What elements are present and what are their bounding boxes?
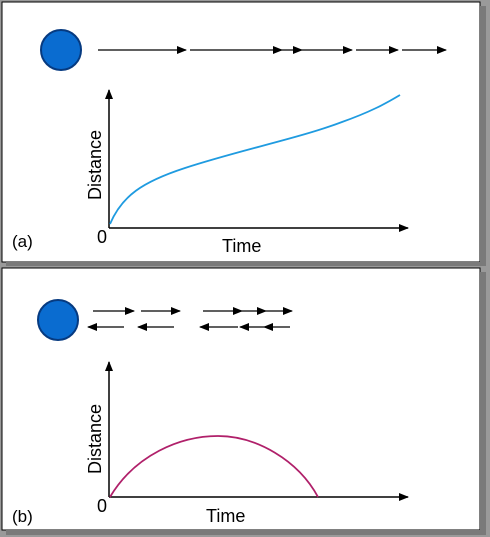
y-axis-label-b: Distance <box>85 404 105 474</box>
panel-a-background <box>1 1 481 263</box>
panel-label-b: (b) <box>12 507 33 526</box>
panel-b: Distance Time 0 (b) <box>1 267 486 535</box>
origin-label-a: 0 <box>97 227 107 247</box>
axes-a <box>105 89 409 232</box>
distance-curve-a <box>109 94 401 225</box>
ball-a <box>40 29 82 71</box>
x-axis-label-b: Time <box>206 506 245 526</box>
distance-curve-b <box>109 435 319 498</box>
panel-a: Distance Time 0 (a) <box>1 1 486 266</box>
panel-b-shadow-bottom <box>6 530 486 535</box>
x-axis-label-a: Time <box>222 236 261 256</box>
y-axis-label-a: Distance <box>85 130 105 200</box>
axes-b <box>105 361 409 501</box>
panel-a-shadow-bottom <box>6 262 486 266</box>
panel-label-a: (a) <box>12 232 33 251</box>
panel-b-shadow-right <box>480 272 486 534</box>
ball-b <box>37 299 79 341</box>
origin-label-b: 0 <box>97 496 107 516</box>
panel-a-shadow-right <box>480 6 486 266</box>
